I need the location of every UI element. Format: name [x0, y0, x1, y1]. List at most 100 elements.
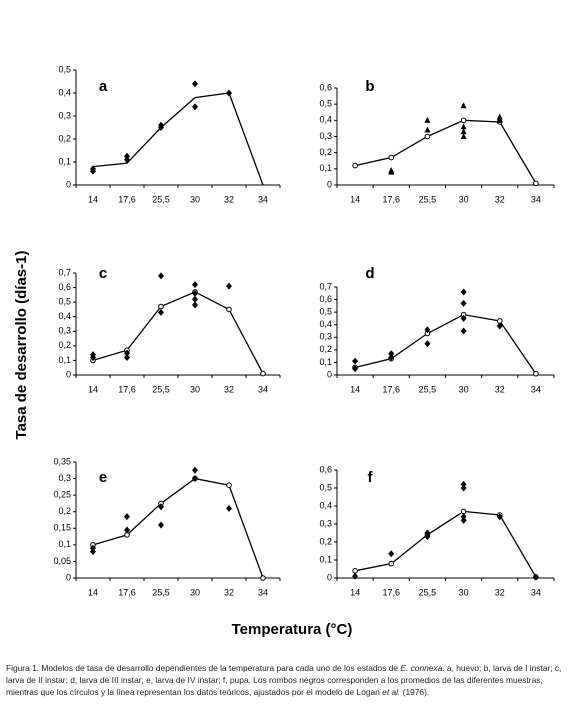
observed-point: [352, 357, 359, 365]
x-tick-label: 32: [224, 194, 234, 204]
y-tick-label: 0,7: [58, 267, 71, 277]
observed-point: [124, 354, 130, 362]
observed-point: [460, 327, 467, 335]
observed-point: [424, 340, 431, 348]
observed-point: [424, 533, 431, 541]
observed-point: [158, 124, 164, 131]
caption-text: Figura 1. Modelos de tasa de desarrollo …: [6, 663, 401, 673]
model-point: [533, 180, 539, 187]
observed-point: [192, 466, 198, 474]
y-tick-label: 0,25: [53, 490, 71, 500]
observed-point: [158, 503, 164, 511]
observed-point: [496, 113, 503, 120]
y-tick-label: 0,3: [58, 110, 71, 120]
y-tick-label: 0,05: [53, 556, 71, 566]
observed-point: [192, 289, 198, 297]
model-line: [354, 510, 537, 578]
y-tick-label: 0,3: [319, 131, 332, 141]
x-tick-label: 34: [531, 587, 541, 597]
caption-text: (1976).: [400, 687, 430, 697]
model-point: [533, 370, 539, 377]
x-tick-label: 30: [459, 587, 469, 597]
observed-point: [90, 354, 96, 362]
observed-point: [532, 573, 539, 581]
observed-point: [460, 128, 467, 135]
y-tick-label: 0: [327, 572, 332, 582]
observed-point: [192, 301, 198, 309]
observed-point: [90, 547, 96, 555]
x-tick-label: 14: [350, 384, 360, 394]
observed-point: [192, 281, 198, 289]
x-tick-label: 30: [190, 194, 200, 204]
observed-point: [496, 116, 503, 123]
model-point: [460, 117, 467, 124]
x-tick-label: 17,6: [118, 587, 136, 597]
x-tick-label: 14: [350, 194, 360, 204]
observed-point: [124, 349, 130, 357]
y-tick-label: 0,2: [58, 133, 71, 143]
y-tick-label: 0: [66, 572, 71, 582]
model-point: [260, 575, 266, 581]
observed-point: [460, 102, 467, 109]
x-tick-label: 30: [190, 384, 200, 394]
observed-point: [496, 322, 503, 330]
y-tick-label: 0,6: [319, 82, 332, 92]
y-tick-label: 0,3: [58, 326, 71, 336]
observed-point: [192, 295, 198, 303]
panel-title: d: [365, 265, 374, 282]
y-tick-label: 0,2: [319, 147, 332, 157]
observed-point: [388, 550, 395, 558]
observed-point: [460, 123, 467, 130]
x-tick-label: 17,6: [382, 194, 400, 204]
y-tick-label: 0,4: [58, 311, 71, 321]
x-tick-label: 14: [88, 194, 98, 204]
y-tick-label: 0,15: [53, 523, 71, 533]
observed-point: [388, 350, 395, 358]
observed-point: [192, 80, 198, 88]
x-tick-label: 34: [531, 194, 541, 204]
observed-point: [158, 308, 164, 316]
y-tick-label: 0,1: [58, 156, 71, 166]
x-tick-label: 34: [531, 384, 541, 394]
x-tick-label: 25,5: [152, 194, 170, 204]
x-tick-label: 32: [495, 194, 505, 204]
observed-point: [352, 365, 359, 373]
observed-point: [124, 156, 130, 164]
y-tick-label: 0,5: [58, 297, 71, 307]
observed-point: [158, 272, 164, 280]
observed-point: [352, 572, 359, 580]
y-tick-label: 0,4: [319, 115, 332, 125]
observed-point: [496, 513, 503, 521]
x-tick-label: 17,6: [118, 194, 136, 204]
x-tick-label: 32: [224, 587, 234, 597]
y-tick-label: 0,1: [319, 163, 332, 173]
y-tick-label: 0,2: [58, 506, 71, 516]
model-point: [158, 303, 164, 310]
y-tick-label: 0,4: [319, 319, 332, 329]
observed-point: [424, 126, 431, 133]
y-tick-label: 0,5: [319, 99, 332, 109]
model-point: [424, 133, 431, 140]
x-tick-label: 30: [190, 587, 200, 597]
observed-point: [158, 521, 164, 529]
observed-point: [388, 353, 395, 361]
observed-point: [460, 484, 467, 492]
observed-point: [460, 480, 467, 488]
observed-point: [388, 168, 395, 175]
y-tick-label: 0,1: [319, 554, 332, 564]
x-tick-label: 32: [495, 384, 505, 394]
x-tick-label: 34: [258, 384, 268, 394]
y-tick-label: 0,4: [319, 500, 332, 510]
y-tick-label: 0,1: [319, 357, 332, 367]
x-tick-label: 14: [350, 587, 360, 597]
y-tick-label: 0: [66, 369, 71, 379]
panel-title: c: [99, 265, 107, 282]
caption-text: et al.: [382, 687, 401, 697]
x-tick-label: 14: [88, 384, 98, 394]
y-axis-label: Tasa de desarrollo (días-1): [13, 251, 30, 440]
observed-point: [90, 167, 96, 175]
observed-point: [192, 475, 198, 483]
model-point: [226, 306, 232, 313]
x-tick-label: 25,5: [419, 587, 437, 597]
